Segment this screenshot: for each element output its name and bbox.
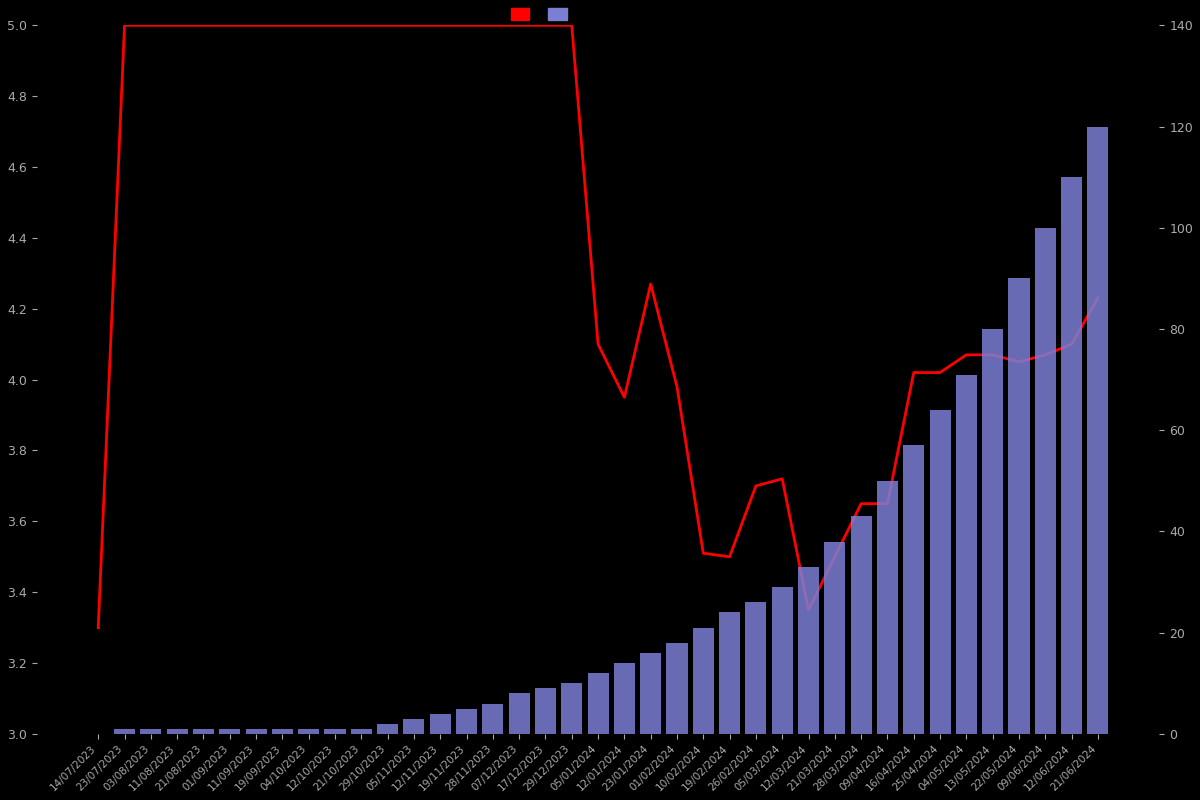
Bar	[220, 729, 240, 734]
Bar	[562, 683, 582, 734]
Bar	[772, 587, 793, 734]
Bar	[272, 729, 293, 734]
Bar	[193, 729, 214, 734]
Bar	[640, 653, 661, 734]
Bar	[851, 516, 871, 734]
Bar	[403, 718, 425, 734]
Bar	[930, 410, 950, 734]
Bar	[824, 542, 845, 734]
Bar	[904, 446, 924, 734]
Bar	[588, 673, 608, 734]
Bar	[114, 729, 136, 734]
Bar	[298, 729, 319, 734]
Bar	[798, 567, 820, 734]
Bar	[350, 729, 372, 734]
Bar	[324, 729, 346, 734]
Bar	[1034, 228, 1056, 734]
Bar	[614, 663, 635, 734]
Bar	[1087, 126, 1109, 734]
Bar	[666, 643, 688, 734]
Bar	[482, 703, 503, 734]
Bar	[377, 724, 398, 734]
Bar	[982, 329, 1003, 734]
Bar	[745, 602, 767, 734]
Bar	[456, 709, 478, 734]
Bar	[430, 714, 451, 734]
Bar	[246, 729, 266, 734]
Bar	[719, 613, 740, 734]
Bar	[167, 729, 187, 734]
Bar	[509, 694, 529, 734]
Bar	[877, 481, 898, 734]
Bar	[1061, 177, 1082, 734]
Bar	[140, 729, 161, 734]
Bar	[1008, 278, 1030, 734]
Legend: , : ,	[505, 3, 578, 26]
Bar	[956, 374, 977, 734]
Bar	[692, 628, 714, 734]
Bar	[535, 688, 556, 734]
